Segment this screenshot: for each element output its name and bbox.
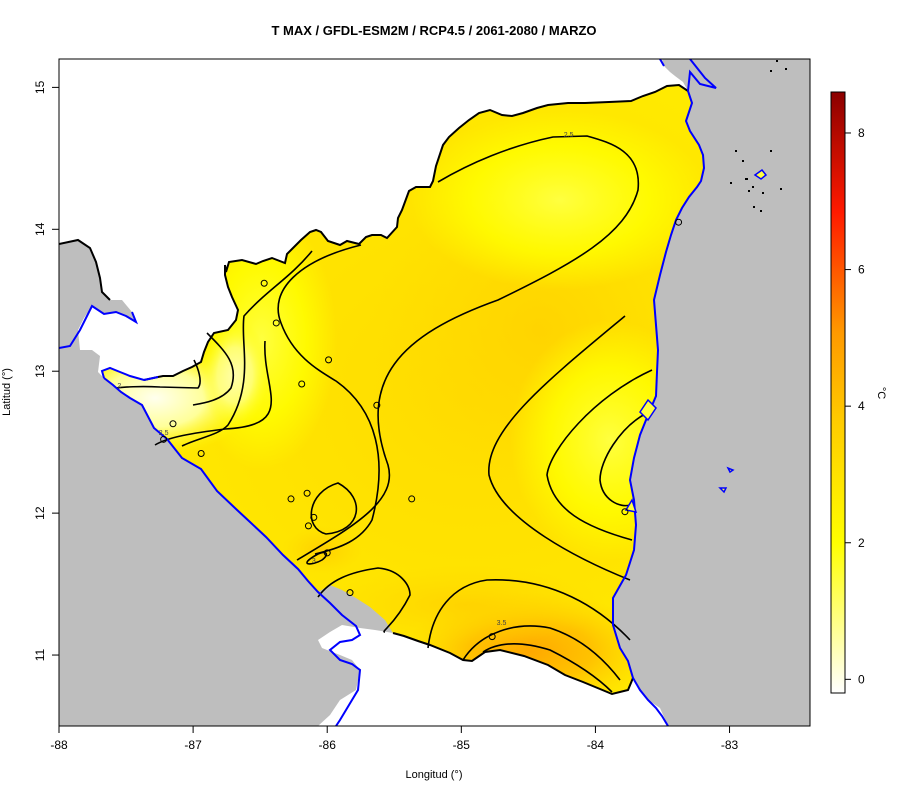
station-marker	[310, 513, 318, 521]
contour-label: 2.5	[564, 132, 574, 139]
station-marker	[160, 435, 168, 443]
station-marker	[675, 218, 683, 226]
islands	[624, 168, 768, 513]
honduras-land	[59, 59, 688, 380]
colorbar-tick-label: 8	[858, 126, 865, 140]
y-axis: 11 12 13 14 15	[33, 80, 59, 661]
x-tick-label: -87	[184, 738, 202, 752]
station-marker	[346, 589, 354, 597]
weather-stations	[160, 218, 683, 641]
station-marker	[197, 450, 205, 458]
x-tick-label: -86	[319, 738, 337, 752]
contour-label: 2.5	[159, 430, 169, 437]
station-marker	[287, 495, 295, 503]
land-border-outline	[59, 83, 689, 696]
map-title: T MAX / GFDL-ESM2M / RCP4.5 / 2061-2080 …	[271, 23, 596, 38]
station-marker	[323, 549, 331, 557]
station-marker	[621, 508, 629, 516]
colorbar-ticks: 0 2 4 6 8	[845, 126, 865, 686]
colorbar	[830, 91, 846, 694]
colorbar-tick-label: 2	[858, 536, 865, 550]
x-tick-label: -85	[453, 738, 471, 752]
colorbar-label: °C	[875, 387, 887, 399]
station-marker	[298, 380, 306, 388]
station-marker	[169, 420, 177, 428]
contour-label: 2	[117, 383, 121, 390]
station-marker	[373, 401, 381, 409]
colorbar-tick-label: 6	[858, 263, 865, 277]
station-marker	[325, 356, 333, 364]
y-tick-label: 11	[33, 648, 47, 661]
station-marker	[260, 279, 268, 287]
plot-frame	[58, 58, 811, 727]
x-axis: -88 -87 -86 -85 -84 -83	[50, 726, 739, 752]
contour-label: 3	[312, 558, 316, 565]
station-marker	[272, 319, 280, 327]
y-tick-label: 14	[33, 222, 47, 236]
colorbar-tick-label: 0	[858, 672, 865, 686]
x-axis-label: Longitud (°)	[406, 769, 463, 781]
coastline	[59, 59, 717, 726]
station-marker	[408, 495, 416, 503]
y-axis-label: Latitud (°)	[1, 368, 13, 416]
contour-labels: 2.5 2.5 3 3.5 2	[117, 132, 573, 627]
y-tick-label: 12	[33, 506, 47, 520]
costa-rica-land	[318, 625, 668, 726]
y-tick-label: 13	[33, 364, 47, 378]
colorbar-tick-label: 4	[858, 399, 865, 413]
x-tick-label: -88	[50, 738, 68, 752]
x-tick-label: -84	[587, 738, 605, 752]
station-marker	[488, 633, 496, 641]
contour-lines	[115, 135, 653, 693]
contour-label: 3.5	[497, 620, 507, 627]
miskito-cays	[730, 60, 787, 212]
x-tick-label: -83	[721, 738, 739, 752]
y-tick-label: 15	[33, 80, 47, 94]
station-marker	[303, 489, 311, 497]
station-marker	[304, 522, 312, 530]
